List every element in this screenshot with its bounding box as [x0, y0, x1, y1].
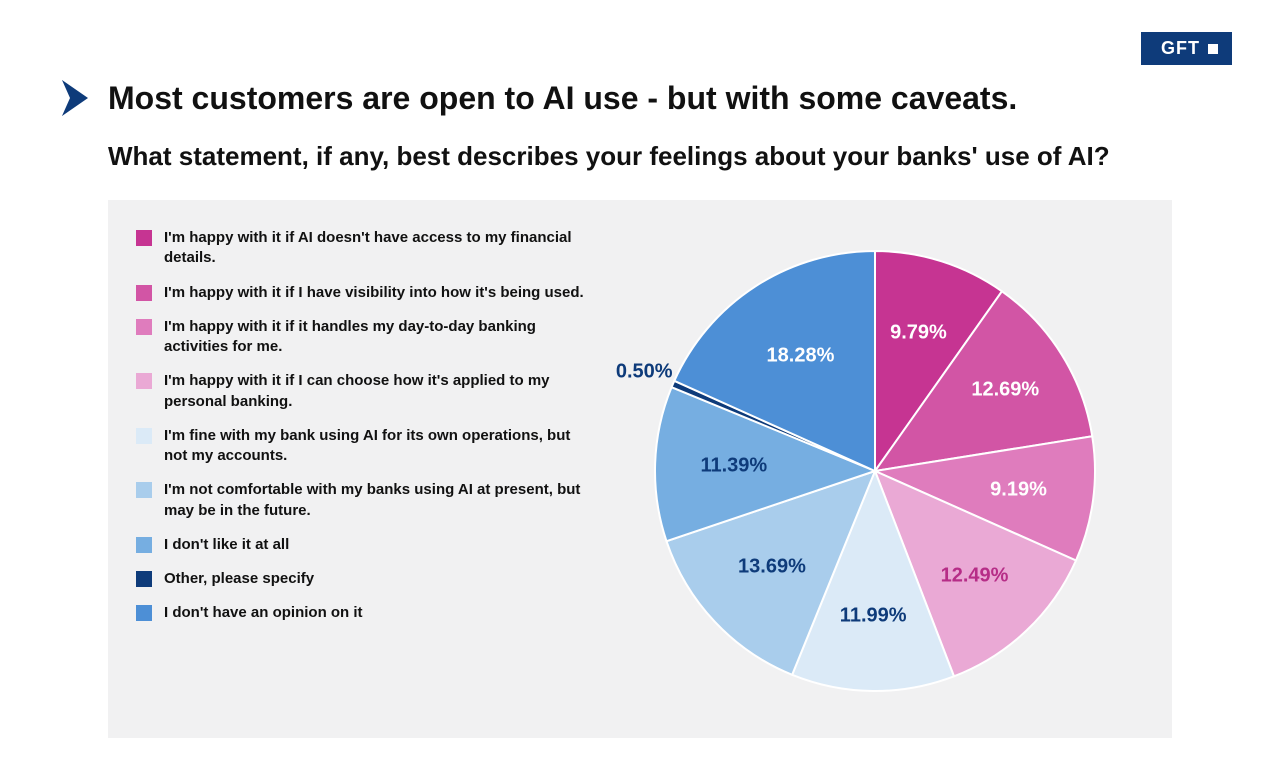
- legend-swatch: [136, 230, 152, 246]
- legend-swatch: [136, 571, 152, 587]
- legend-swatch: [136, 428, 152, 444]
- legend-label: I'm happy with it if it handles my day-t…: [164, 317, 585, 358]
- legend-item: I'm fine with my bank using AI for its o…: [136, 426, 585, 467]
- legend-item: I don't have an opinion on it: [136, 603, 585, 623]
- pie-slice-label: 0.50%: [616, 360, 673, 383]
- legend-swatch: [136, 373, 152, 389]
- legend-item: I'm not comfortable with my banks using …: [136, 480, 585, 521]
- legend-label: I'm fine with my bank using AI for its o…: [164, 426, 585, 467]
- page: GFT Most customers are open to AI use - …: [0, 0, 1280, 768]
- chart-area: 9.79% 12.69% 9.19% 12.49% 11.99% 13.69% 11.39%…: [605, 228, 1144, 714]
- pie-slice-label: 9.79%: [890, 321, 947, 344]
- pie-slice-label: 13.69%: [738, 556, 806, 579]
- brand-badge: GFT: [1141, 32, 1232, 65]
- legend-swatch: [136, 319, 152, 335]
- pie-chart: 9.79% 12.69% 9.19% 12.49% 11.99% 13.69% 11.39%…: [640, 236, 1110, 706]
- legend-label: Other, please specify: [164, 569, 314, 589]
- legend-swatch: [136, 482, 152, 498]
- title-row: Most customers are open to AI use - but …: [60, 78, 1220, 118]
- page-subtitle: What statement, if any, best describes y…: [108, 140, 1220, 173]
- content-panel: I'm happy with it if AI doesn't have acc…: [108, 200, 1172, 738]
- legend-label: I don't have an opinion on it: [164, 603, 363, 623]
- legend-label: I don't like it at all: [164, 535, 289, 555]
- legend-label: I'm happy with it if I have visibility i…: [164, 283, 584, 303]
- pie-slice-label: 18.28%: [767, 345, 835, 368]
- brand-square-icon: [1208, 44, 1218, 54]
- pie-slice-label: 9.19%: [990, 478, 1047, 501]
- legend-label: I'm happy with it if I can choose how it…: [164, 371, 585, 412]
- pie-slice-label: 11.99%: [840, 605, 907, 628]
- pie-slice-label: 12.69%: [971, 378, 1039, 401]
- header: Most customers are open to AI use - but …: [60, 78, 1220, 173]
- legend: I'm happy with it if AI doesn't have acc…: [136, 228, 585, 714]
- chevron-right-icon: [60, 78, 90, 118]
- page-title: Most customers are open to AI use - but …: [108, 80, 1017, 117]
- legend-label: I'm happy with it if AI doesn't have acc…: [164, 228, 585, 269]
- pie-slice-label: 12.49%: [941, 565, 1009, 588]
- legend-swatch: [136, 605, 152, 621]
- legend-item: I'm happy with it if it handles my day-t…: [136, 317, 585, 358]
- pie-slice-label: 11.39%: [700, 455, 767, 478]
- legend-swatch: [136, 285, 152, 301]
- brand-name: GFT: [1161, 38, 1200, 59]
- legend-item: I'm happy with it if I can choose how it…: [136, 371, 585, 412]
- legend-item: I don't like it at all: [136, 535, 585, 555]
- legend-item: I'm happy with it if AI doesn't have acc…: [136, 228, 585, 269]
- legend-item: Other, please specify: [136, 569, 585, 589]
- legend-item: I'm happy with it if I have visibility i…: [136, 283, 585, 303]
- legend-swatch: [136, 537, 152, 553]
- legend-label: I'm not comfortable with my banks using …: [164, 480, 585, 521]
